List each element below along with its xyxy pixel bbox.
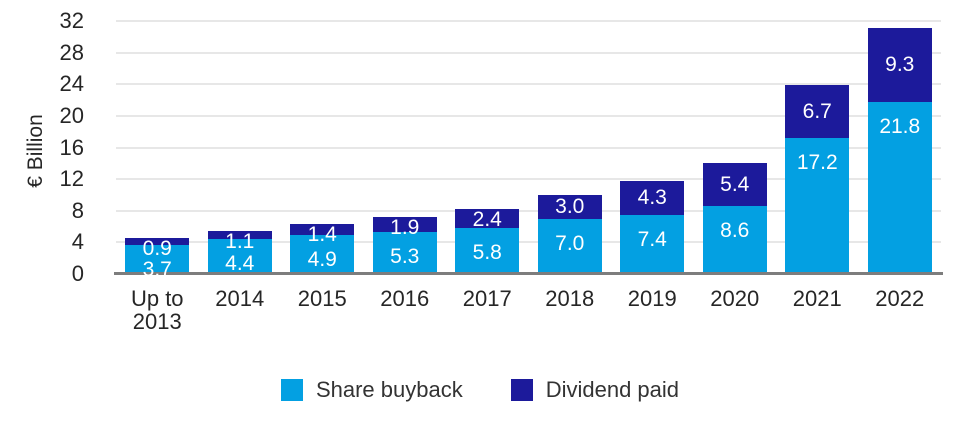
- bar-segment-dividend-paid: [867, 28, 932, 102]
- x-axis-category-label: Up to 2013: [130, 286, 184, 334]
- x-axis-category-label: 2016: [380, 286, 430, 311]
- legend-label: Dividend paid: [545, 377, 680, 402]
- gridline: [116, 20, 941, 22]
- bar-segment-share-buyback: [455, 228, 520, 274]
- bar-segment-share-buyback: [537, 218, 602, 274]
- legend-label: Share buyback: [315, 377, 463, 402]
- x-axis-line: [114, 272, 943, 275]
- legend-swatch-share-buyback: [280, 379, 303, 401]
- bar-value-label-share-buyback: 7.4: [637, 228, 667, 252]
- gridline: [116, 209, 941, 212]
- bar-value-label-dividend-paid: 5.4: [720, 172, 750, 196]
- y-tick-label: 4: [71, 229, 84, 255]
- x-axis-category-label: 2017: [462, 286, 512, 311]
- bar-segment-dividend-paid: [455, 209, 520, 229]
- bar-value-label-dividend-paid: 1.4: [307, 223, 337, 247]
- legend-item-share-buyback: Share buyback: [280, 377, 463, 403]
- bar-value-label-share-buyback: 7.0: [555, 231, 585, 255]
- legend: Share buyback Dividend paid: [0, 377, 960, 403]
- bar-segment-share-buyback: [620, 215, 685, 274]
- bar-value-label-share-buyback: 4.9: [307, 248, 337, 272]
- y-tick-label: 32: [59, 8, 84, 33]
- legend-swatch-dividend-paid: [510, 379, 533, 401]
- x-axis-category-label: 2015: [297, 286, 347, 311]
- y-tick-label: 24: [59, 71, 84, 97]
- bar-value-label-dividend-paid: 9.3: [885, 52, 915, 76]
- x-axis-category-label: 2014: [215, 286, 265, 311]
- bar-value-label-dividend-paid: 6.7: [802, 99, 832, 123]
- x-axis-category-label: 2021: [792, 286, 842, 311]
- gridline: [116, 114, 941, 117]
- bar-segment-share-buyback: [207, 239, 272, 274]
- legend-item-dividend-paid: Dividend paid: [510, 377, 680, 403]
- bar-segment-dividend-paid: [537, 194, 602, 219]
- x-axis-category-label: 2020: [710, 286, 760, 311]
- gridline: [116, 51, 941, 54]
- bar-value-label-dividend-paid: 1.9: [390, 216, 420, 240]
- y-tick-label: 0: [71, 261, 84, 286]
- bar-value-label-share-buyback: 8.6: [720, 219, 750, 242]
- bar-value-label-share-buyback: 17.2: [796, 151, 838, 174]
- bar-segment-dividend-paid: [785, 85, 850, 138]
- bar-value-label-dividend-paid: 2.4: [472, 208, 502, 232]
- bar-segment-share-buyback: [702, 206, 767, 274]
- bar-segment-dividend-paid: [702, 163, 767, 206]
- bar-value-label-share-buyback: 21.8: [879, 114, 921, 138]
- bar-value-label-dividend-paid: 3.0: [555, 194, 585, 218]
- bar-segment-share-buyback: [785, 138, 850, 274]
- x-axis-category-label: 2018: [545, 286, 595, 311]
- bar-segment-share-buyback: [867, 101, 932, 274]
- x-axis-category-label: 2022: [875, 286, 925, 311]
- x-axis-category-label: 2019: [627, 286, 677, 311]
- gridline: [116, 83, 941, 86]
- bar-value-label-share-buyback: 5.3: [390, 245, 420, 269]
- bar-value-label-dividend-paid: 1.1: [225, 229, 255, 253]
- bar-value-label-share-buyback: 5.8: [472, 241, 502, 265]
- bar-value-label-share-buyback: 3.7: [142, 257, 172, 281]
- bar-segment-share-buyback: [372, 232, 437, 274]
- gridline: [116, 241, 941, 244]
- gridline: [116, 146, 941, 149]
- bar-value-label-dividend-paid: 0.9: [142, 236, 172, 260]
- bar-segment-share-buyback: [125, 244, 190, 274]
- bar-segment-dividend-paid: [372, 217, 437, 233]
- y-tick-label: 28: [59, 39, 84, 65]
- bar-value-label-share-buyback: 4.4: [225, 252, 255, 276]
- bar-segment-dividend-paid: [207, 230, 272, 240]
- gridline: [116, 178, 941, 181]
- bar-segment-share-buyback: [290, 235, 355, 274]
- y-tick-label: 20: [59, 102, 84, 128]
- y-tick-label: 16: [59, 134, 84, 160]
- bar-value-label-dividend-paid: 4.3: [637, 186, 667, 210]
- bar-segment-dividend-paid: [290, 224, 355, 236]
- y-tick-label: 12: [59, 166, 84, 192]
- y-tick-label: 8: [71, 197, 84, 223]
- bar-segment-dividend-paid: [620, 181, 685, 216]
- bar-segment-dividend-paid: [125, 237, 190, 245]
